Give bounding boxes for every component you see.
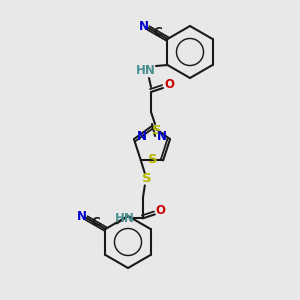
Text: S: S (142, 172, 152, 185)
Text: O: O (164, 77, 174, 91)
Text: S: S (152, 124, 162, 136)
Text: S: S (148, 153, 158, 166)
Text: O: O (156, 204, 166, 217)
Text: N: N (137, 130, 147, 142)
Text: C: C (91, 217, 100, 230)
Text: HN: HN (115, 212, 135, 225)
Text: N: N (76, 211, 86, 224)
Text: C: C (153, 26, 162, 40)
Text: N: N (138, 20, 148, 34)
Text: N: N (157, 130, 167, 142)
Text: HN: HN (136, 64, 156, 76)
